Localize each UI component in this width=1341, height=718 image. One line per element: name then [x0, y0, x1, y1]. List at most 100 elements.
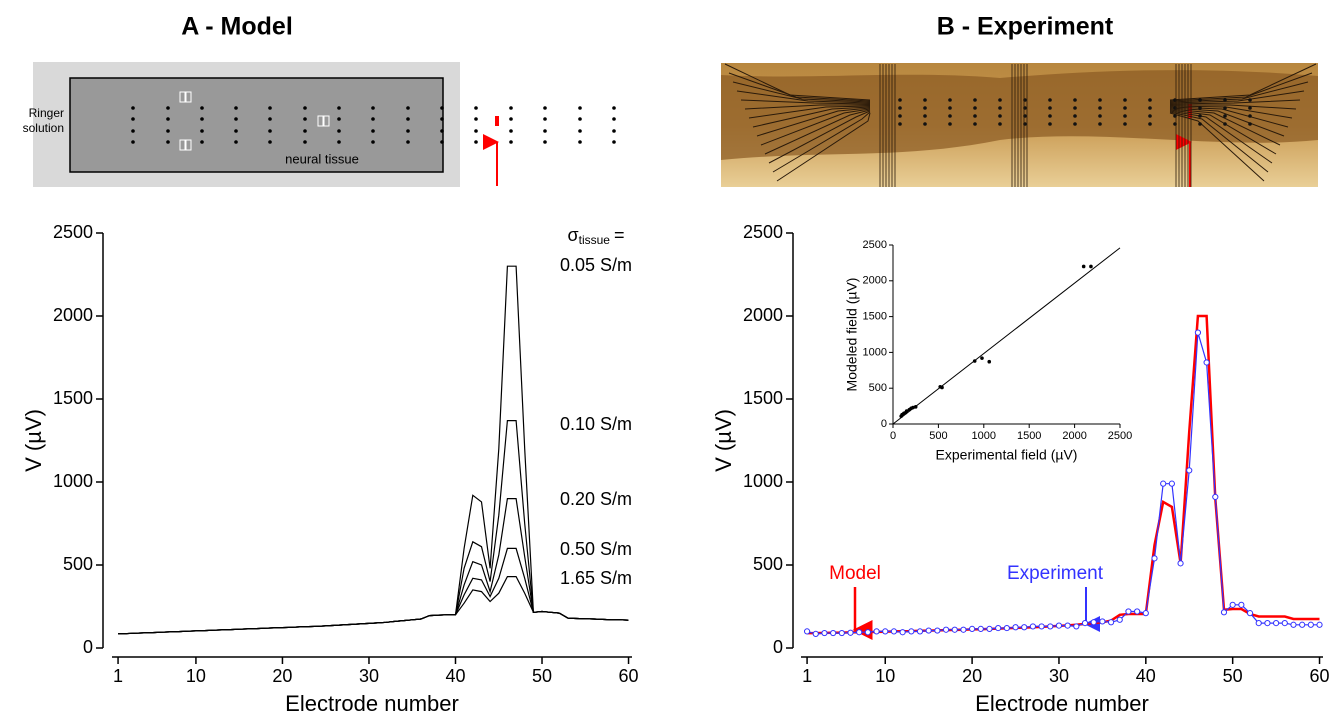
- inset-x-label: Experimental field (µV): [936, 447, 1078, 463]
- electrode: [1148, 106, 1152, 110]
- series-line: [118, 576, 629, 635]
- electrode: [1123, 114, 1127, 118]
- electrode: [509, 140, 513, 144]
- electrode: [303, 129, 307, 133]
- electrode: [474, 106, 478, 110]
- electrode: [509, 106, 513, 110]
- data-point: [1090, 619, 1097, 626]
- schematic: Ringer solution neural tissue: [23, 62, 616, 187]
- electrode: [1198, 98, 1202, 102]
- electrode: [406, 140, 410, 144]
- data-point: [916, 628, 924, 635]
- inset-x-tick-label: 1000: [972, 430, 996, 442]
- inset-x-tick-label: 500: [929, 430, 947, 442]
- electrode: [1123, 122, 1127, 126]
- data-point: [1116, 616, 1123, 623]
- electrode: [543, 129, 547, 133]
- stim-electrode: [185, 91, 192, 103]
- data-point: [1021, 624, 1028, 631]
- data-point: [1099, 618, 1106, 625]
- x-tick-label: 40: [445, 666, 465, 686]
- data-point: [1264, 620, 1271, 627]
- electrode: [371, 140, 375, 144]
- data-point: [847, 629, 854, 636]
- electrode: [612, 129, 616, 133]
- trace: [768, 110, 871, 164]
- electrode: [1198, 106, 1202, 110]
- electrode: [612, 117, 616, 121]
- inset-y-tick-label: 500: [869, 382, 887, 394]
- trace: [1169, 81, 1309, 103]
- electrode: [1048, 106, 1052, 110]
- electrode: [131, 106, 135, 110]
- data-point: [960, 626, 967, 633]
- electrode: [440, 106, 444, 110]
- electrode: [998, 106, 1002, 110]
- electrode: [898, 122, 902, 126]
- series-label: 0.10 S/m: [560, 414, 632, 434]
- trace: [740, 99, 871, 105]
- scatter-point: [913, 405, 918, 409]
- electrode: [948, 98, 952, 102]
- electrode: [543, 106, 547, 110]
- electrode: [1098, 122, 1102, 126]
- y-tick-label: 1500: [53, 388, 93, 408]
- data-point: [1081, 620, 1089, 627]
- trace: [776, 112, 871, 182]
- data-point: [1212, 493, 1219, 501]
- series-label: 0.05 S/m: [560, 255, 632, 275]
- electrode: [303, 117, 307, 121]
- series-line: [118, 547, 629, 635]
- stim-electrode: [179, 91, 186, 103]
- inset-x-tick-label: 2000: [1062, 430, 1086, 442]
- data-point: [1160, 480, 1167, 487]
- electrode: [1248, 114, 1252, 118]
- electrode: [166, 140, 170, 144]
- electrode: [1223, 122, 1227, 126]
- legend-label: Experiment: [1007, 563, 1104, 584]
- ringer-label: solution: [23, 121, 64, 135]
- electrode: [948, 106, 952, 110]
- scatter-point: [1089, 264, 1093, 269]
- annotation-subscript: tissue: [579, 233, 611, 247]
- y-tick-label: 2500: [743, 222, 783, 242]
- data-point: [1255, 620, 1262, 627]
- stim-electrode: [323, 115, 330, 127]
- electrode: [543, 117, 547, 121]
- data-point: [873, 628, 880, 635]
- x-tick-label: 20: [962, 666, 982, 686]
- electrode: [578, 106, 582, 110]
- scatter-point: [980, 356, 984, 360]
- x-tick-label: 50: [1223, 666, 1243, 686]
- trace: [1169, 63, 1317, 101]
- electrode: [268, 117, 272, 121]
- data-point: [1177, 560, 1184, 567]
- inset-y-tick-label: 2500: [863, 239, 887, 251]
- data-point: [995, 624, 1002, 632]
- electrode: [578, 117, 582, 121]
- trace: [728, 72, 871, 102]
- panel-title: A - Model: [181, 13, 293, 41]
- y-tick-label: 1000: [743, 471, 783, 491]
- annotation: σtissue =: [568, 225, 625, 247]
- series-label: 1.65 S/m: [560, 568, 632, 588]
- inset-x-tick-label: 0: [890, 430, 896, 442]
- electrode: [973, 98, 977, 102]
- electrode: [612, 140, 616, 144]
- electrode: [1248, 98, 1252, 102]
- trace: [756, 107, 871, 137]
- data-point: [830, 629, 837, 637]
- electrode: [371, 106, 375, 110]
- data-point: [1238, 601, 1245, 608]
- data-point: [951, 626, 958, 633]
- electrode: [166, 117, 170, 121]
- inset-y-tick-label: 1000: [863, 346, 887, 358]
- electrode: [1073, 106, 1077, 110]
- scatter-point: [903, 410, 908, 415]
- electrode: [234, 140, 238, 144]
- electrode: [474, 117, 478, 121]
- stim-electrode: [317, 115, 324, 127]
- electrode: [509, 117, 513, 121]
- x-tick-label: 50: [532, 666, 552, 686]
- electrode: [923, 98, 927, 102]
